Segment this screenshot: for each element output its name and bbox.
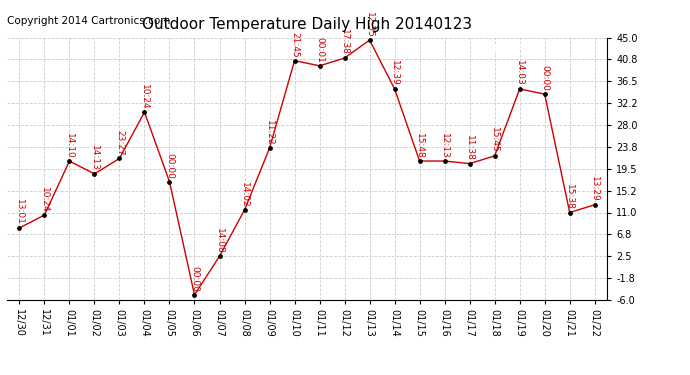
Point <box>189 292 200 298</box>
Point <box>564 210 575 216</box>
Text: 17:38: 17:38 <box>340 29 349 55</box>
Text: 21:45: 21:45 <box>290 32 299 58</box>
Title: Outdoor Temperature Daily High 20140123: Outdoor Temperature Daily High 20140123 <box>142 17 472 32</box>
Point <box>114 156 125 162</box>
Point <box>264 145 275 151</box>
Text: 10:24: 10:24 <box>140 84 149 110</box>
Point <box>389 86 400 92</box>
Text: 11:22: 11:22 <box>265 120 274 146</box>
Text: 00:00: 00:00 <box>165 153 174 179</box>
Point <box>539 91 550 97</box>
Text: 13:01: 13:01 <box>15 199 24 225</box>
Point <box>464 160 475 166</box>
Point <box>514 86 525 92</box>
Text: 12:13: 12:13 <box>440 132 449 158</box>
Point <box>239 207 250 213</box>
Point <box>589 202 600 208</box>
Point <box>339 55 350 61</box>
Text: 00:00: 00:00 <box>540 66 549 92</box>
Text: 12:35: 12:35 <box>365 12 374 37</box>
Text: 00:01: 00:01 <box>315 37 324 63</box>
Text: Copyright 2014 Cartronics.com: Copyright 2014 Cartronics.com <box>7 16 170 27</box>
Text: 10:24: 10:24 <box>40 187 49 212</box>
Text: 11:38: 11:38 <box>465 135 474 161</box>
Point <box>39 212 50 218</box>
Text: 14:10: 14:10 <box>65 132 74 158</box>
Point <box>14 225 25 231</box>
Text: 00:00: 00:00 <box>190 266 199 292</box>
Point <box>414 158 425 164</box>
Point <box>364 37 375 43</box>
Point <box>64 158 75 164</box>
Point <box>489 153 500 159</box>
Text: 15:38: 15:38 <box>565 184 574 210</box>
Text: 15:48: 15:48 <box>415 132 424 158</box>
Point <box>214 253 225 259</box>
Point <box>139 109 150 115</box>
Text: 14:08: 14:08 <box>215 228 224 254</box>
Text: 15:45: 15:45 <box>490 128 499 153</box>
Point <box>314 63 325 69</box>
Text: 14:03: 14:03 <box>515 60 524 86</box>
Text: 23:27: 23:27 <box>115 130 124 156</box>
Text: 13:29: 13:29 <box>590 176 599 202</box>
Point <box>89 171 100 177</box>
Text: 14:13: 14:13 <box>90 146 99 171</box>
Point <box>439 158 450 164</box>
Text: 12:39: 12:39 <box>390 60 399 86</box>
Point <box>289 58 300 64</box>
Text: 14:02: 14:02 <box>240 182 249 207</box>
Point <box>164 178 175 184</box>
